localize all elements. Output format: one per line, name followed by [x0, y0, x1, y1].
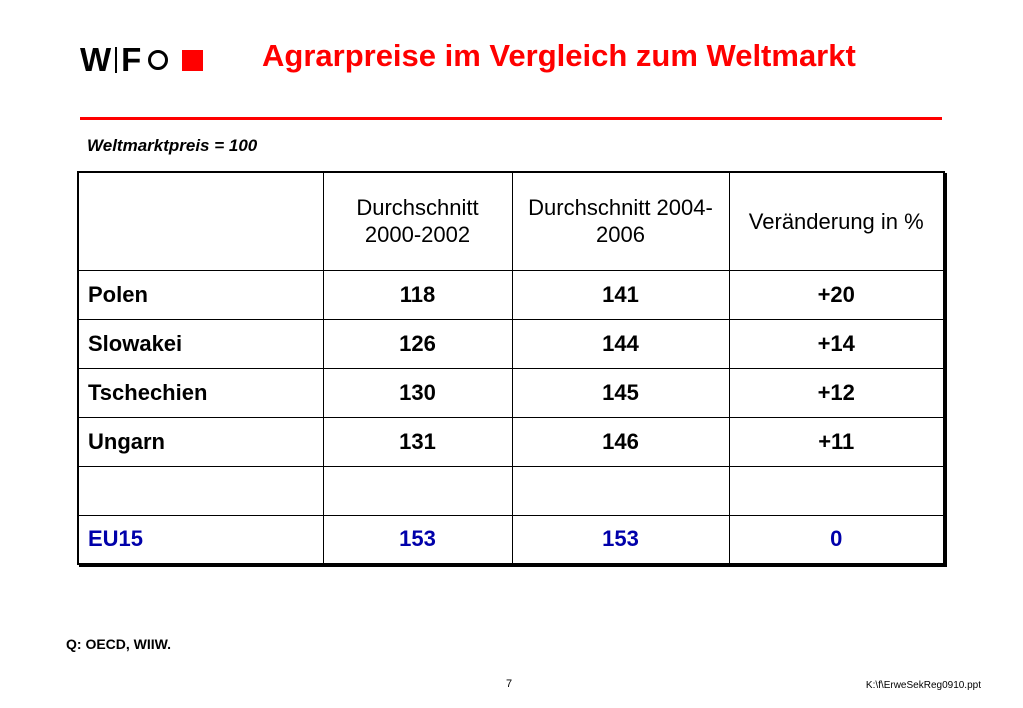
- row-label: Tschechien: [77, 367, 324, 418]
- cell-value: +14: [728, 318, 945, 369]
- cell-value: 141: [511, 269, 730, 320]
- wifo-logo: W F: [80, 41, 204, 78]
- cell-value: 153: [322, 514, 513, 565]
- cell-value: +11: [728, 416, 945, 467]
- row-label: Polen: [77, 269, 324, 320]
- header-cell-change: Veränderung in %: [728, 171, 945, 271]
- cell-value: 145: [511, 367, 730, 418]
- cell-value: 153: [511, 514, 730, 565]
- source-note: Q: OECD, WIIW.: [66, 636, 171, 652]
- row-label: Ungarn: [77, 416, 324, 467]
- row-label: EU15: [77, 514, 324, 565]
- header-cell-avg-2000-2002: Durchschnitt 2000-2002: [322, 171, 513, 271]
- cell-value: 0: [728, 514, 945, 565]
- cell-value: 118: [322, 269, 513, 320]
- cell-value: 130: [322, 367, 513, 418]
- table-subtitle: Weltmarktpreis = 100: [87, 136, 258, 155]
- cell-value: 131: [322, 416, 513, 467]
- file-path: K:\f\ErweSekReg0910.ppt: [865, 680, 981, 691]
- table-row: Slowakei 126 144 +14: [77, 318, 945, 369]
- table-row: Tschechien 130 145 +12: [77, 367, 945, 418]
- page-number: 7: [506, 678, 513, 690]
- cell-value: +12: [728, 367, 945, 418]
- row-label: Slowakei: [77, 318, 324, 369]
- page-title: Agrarpreise im Vergleich zum Weltmarkt: [262, 38, 856, 73]
- logo-letter-w: W: [80, 41, 113, 78]
- logo-bar: [115, 47, 118, 73]
- cell-value: 146: [511, 416, 730, 467]
- cell-value: +20: [728, 269, 945, 320]
- row-label: [77, 465, 324, 516]
- header-cell-country: [77, 171, 324, 271]
- table-row-empty: [77, 465, 945, 516]
- cell-value: 126: [322, 318, 513, 369]
- table-row-eu15: EU15 153 153 0: [77, 514, 945, 565]
- cell-value: 144: [511, 318, 730, 369]
- title-divider: [80, 117, 942, 120]
- table-row: Polen 118 141 +20: [77, 269, 945, 320]
- price-comparison-table: Durchschnitt 2000-2002 Durchschnitt 2004…: [77, 171, 945, 565]
- logo-letter-f: F: [121, 41, 143, 78]
- table-header-row: Durchschnitt 2000-2002 Durchschnitt 2004…: [77, 171, 945, 271]
- logo-square-icon: [182, 49, 204, 71]
- cell-value: [728, 465, 945, 516]
- table-row: Ungarn 131 146 +11: [77, 416, 945, 467]
- cell-value: [511, 465, 730, 516]
- logo-circle-icon: [148, 50, 169, 70]
- cell-value: [322, 465, 513, 516]
- header-cell-avg-2004-2006: Durchschnitt 2004-2006: [511, 171, 730, 271]
